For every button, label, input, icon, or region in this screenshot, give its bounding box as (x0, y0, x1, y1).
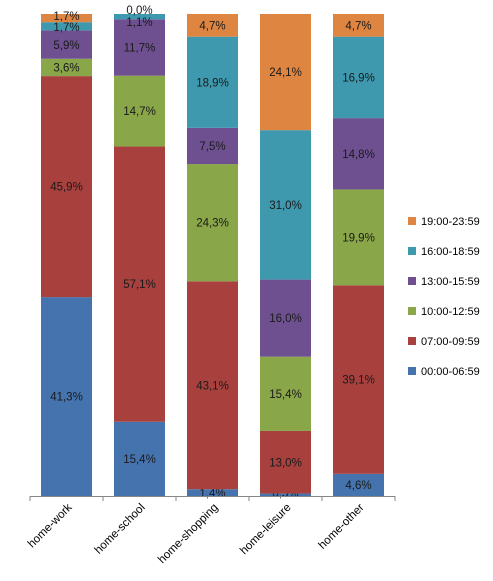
data-label-home-other-00-00-06-59: 4,6% (345, 480, 371, 492)
data-label-home-other-10-00-12-59: 19,9% (342, 232, 375, 244)
legend-label-16-00-18-59: 16:00-18:59 (421, 246, 480, 258)
legend-swatch-07-00-09-59 (408, 337, 416, 345)
bar-segment-home-shopping-19-00-23-59 (187, 14, 238, 37)
bar-segment-home-leisure-19-00-23-59 (260, 14, 311, 131)
legend-swatch-19-00-23-59 (408, 217, 416, 225)
data-label-home-work-00-00-06-59: 41,3% (50, 392, 83, 404)
bar-segment-home-shopping-07-00-09-59 (187, 281, 238, 490)
bar-segment-home-leisure-13-00-15-59 (260, 279, 311, 357)
data-label-home-work-07-00-09-59: 45,9% (50, 182, 83, 194)
x-tick-label-home-work: home-work (26, 501, 75, 550)
data-label-home-school-16-00-18-59: 1,1% (126, 17, 152, 29)
data-label-home-shopping-13-00-15-59: 7,5% (199, 141, 225, 153)
data-label-home-school-07-00-09-59: 57,1% (123, 279, 156, 291)
bar-segment-home-school-13-00-15-59 (114, 19, 165, 76)
bar-segment-home-other-16-00-18-59 (333, 36, 384, 119)
bar-segment-home-work-19-00-23-59 (41, 14, 92, 23)
bar-segment-home-shopping-16-00-18-59 (187, 36, 238, 128)
x-tick-label-home-school: home-school (93, 502, 148, 557)
bar-segment-home-leisure-07-00-09-59 (260, 430, 311, 494)
data-label-home-school-13-00-15-59: 11,7% (124, 42, 156, 54)
data-label-home-work-16-00-18-59: 1,7% (53, 22, 79, 34)
legend-label-13-00-15-59: 13:00-15:59 (421, 276, 480, 288)
bar-segment-home-leisure-16-00-18-59 (260, 130, 311, 280)
legend-label-07-00-09-59: 07:00-09:59 (421, 336, 480, 348)
data-label-home-shopping-10-00-12-59: 24,3% (196, 218, 229, 230)
data-label-home-work-19-00-23-59: 1,7% (53, 11, 79, 23)
bar-segment-home-other-19-00-23-59 (333, 14, 384, 37)
bar-segment-home-work-16-00-18-59 (41, 22, 92, 31)
data-label-home-leisure-07-00-09-59: 13,0% (269, 457, 302, 469)
data-label-home-leisure-19-00-23-59: 24,1% (269, 67, 302, 79)
bar-segment-home-work-13-00-15-59 (41, 30, 92, 59)
bar-segment-home-other-13-00-15-59 (333, 118, 384, 190)
bar-segment-home-work-07-00-09-59 (41, 76, 92, 298)
bar-segment-home-leisure-10-00-12-59 (260, 356, 311, 431)
bar-segment-home-leisure-00-00-06-59 (260, 493, 311, 496)
x-tick-label-home-leisure: home-leisure (238, 502, 293, 557)
data-label-home-other-13-00-15-59: 14,8% (342, 149, 375, 161)
bar-segment-home-work-00-00-06-59 (41, 297, 92, 496)
bar-segment-home-other-07-00-09-59 (333, 285, 384, 474)
bar-segment-home-shopping-10-00-12-59 (187, 164, 238, 282)
data-label-home-other-16-00-18-59: 16,9% (342, 72, 375, 84)
bar-segment-home-other-00-00-06-59 (333, 473, 384, 496)
bar-segment-home-other-10-00-12-59 (333, 189, 384, 286)
data-label-home-leisure-13-00-15-59: 16,0% (269, 313, 302, 325)
data-label-home-school-10-00-12-59: 14,7% (123, 106, 156, 118)
data-label-home-school-19-00-23-59: 0,0% (126, 5, 152, 17)
bar-segment-home-school-00-00-06-59 (114, 421, 165, 496)
data-label-home-shopping-00-00-06-59: 1,4% (199, 488, 225, 500)
legend-label-19-00-23-59: 19:00-23:59 (421, 216, 480, 228)
legend-swatch-16-00-18-59 (408, 247, 416, 255)
bar-segment-home-shopping-13-00-15-59 (187, 127, 238, 165)
data-label-home-school-00-00-06-59: 15,4% (123, 454, 156, 466)
x-axis: home-work home-school home-shopping home-le… (26, 496, 396, 567)
data-label-home-shopping-16-00-18-59: 18,9% (196, 77, 229, 89)
legend-swatch-13-00-15-59 (408, 277, 416, 285)
data-label-home-shopping-19-00-23-59: 4,7% (199, 20, 225, 32)
x-tick-label-home-shopping: home-shopping (156, 502, 221, 567)
plot-area: 41,3% 45,9% 3,6% 5,9% 1,7%1,7% 15,4% 57,1% 14,7… (41, 5, 384, 500)
legend-label-10-00-12-59: 10:00-12:59 (421, 306, 480, 318)
data-label-home-other-19-00-23-59: 4,7% (345, 20, 371, 32)
bar-segment-home-school-10-00-12-59 (114, 75, 165, 147)
bar-segment-home-school-16-00-18-59 (114, 14, 165, 20)
data-label-home-work-13-00-15-59: 5,9% (53, 40, 79, 52)
data-label-home-shopping-07-00-09-59: 43,1% (196, 380, 229, 392)
data-label-home-other-07-00-09-59: 39,1% (342, 375, 375, 387)
data-label-home-leisure-10-00-12-59: 15,4% (269, 389, 302, 401)
bar-segment-home-shopping-00-00-06-59 (187, 489, 238, 496)
bar-segment-home-work-10-00-12-59 (41, 58, 92, 77)
legend: 19:00-23:59 16:00-18:59 13:00-15:59 10:00-1… (408, 216, 480, 378)
data-label-home-leisure-16-00-18-59: 31,0% (269, 200, 302, 212)
legend-swatch-00-00-06-59 (408, 367, 416, 375)
legend-label-00-00-06-59: 00:00-06:59 (421, 366, 480, 378)
x-tick-label-home-other: home-other (317, 502, 367, 552)
bar-segment-home-school-07-00-09-59 (114, 146, 165, 422)
data-label-home-work-10-00-12-59: 3,6% (53, 62, 79, 74)
legend-swatch-10-00-12-59 (408, 307, 416, 315)
